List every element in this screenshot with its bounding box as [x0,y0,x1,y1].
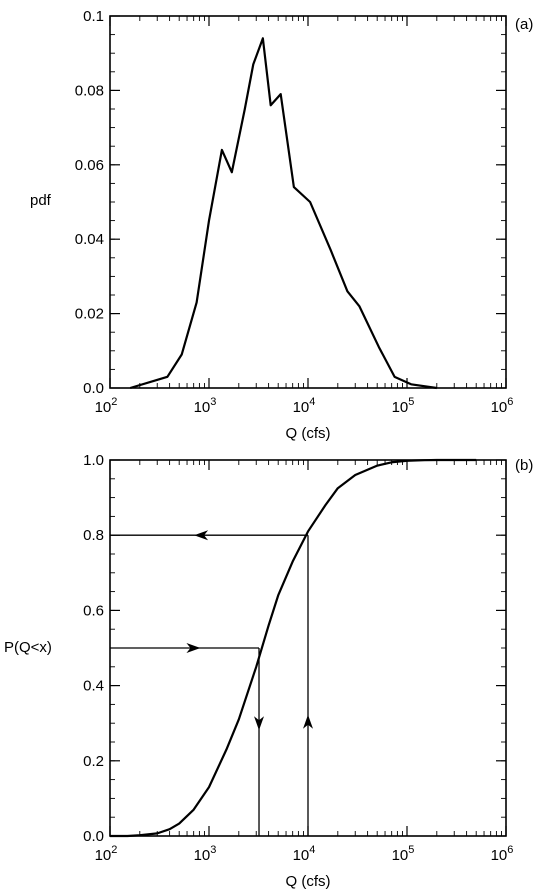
y-tick-label: 0.02 [75,306,104,323]
panel-a-y-axis-label: pdf [30,192,52,209]
panel-a-frame [109,15,507,389]
x-tick-label: 106 [491,844,514,864]
lookup-arrow-right [186,643,201,653]
y-tick-label: 0.04 [75,231,104,248]
y-tick-label: 0.6 [83,602,104,619]
y-tick-label: 0.06 [75,157,104,174]
panel-b-series-line [110,458,477,838]
x-tick-label: 102 [95,844,118,864]
y-tick-label: 0.2 [83,753,104,770]
y-tick-label: 1.0 [83,452,104,469]
y-tick-label: 0.08 [75,82,104,99]
panel-a-x-axis-label: Q (cfs) [286,425,331,442]
panel-b-x-axis-label: Q (cfs) [286,873,331,890]
y-tick-label: 0.0 [83,380,104,397]
x-tick-label: 104 [293,844,316,864]
x-tick-label: 105 [392,396,415,416]
panel-a-label: (a) [515,16,533,33]
y-tick-label: 0.1 [83,8,104,25]
x-tick-label: 106 [491,396,514,416]
x-tick-label: 103 [194,844,217,864]
y-tick-label: 0.4 [83,678,104,695]
y-tick-label: 0.0 [83,828,104,845]
cdf-chart-panel: (b) P(Q<x) Q (cfs) 0.0 0.2 0.4 0.6 0.8 1.0 102… [4,452,533,890]
lookup-arrow-down [254,716,265,731]
pdf-chart-panel: (a) pdf Q (cfs) 0.0 0.02 0.04 0.06 0.08 0.1 10… [30,8,533,442]
panel-b-y-axis-label: P(Q<x) [4,639,52,656]
lookup-arrow-up [303,714,313,729]
x-tick-label: 105 [392,844,415,864]
x-tick-label: 103 [194,396,217,416]
y-tick-label: 0.8 [83,527,104,544]
panel-a-series-line [129,37,437,390]
x-tick-label: 102 [95,396,118,416]
x-tick-label: 104 [293,396,316,416]
panel-b-label: (b) [515,457,533,474]
lookup-arrow-left [194,530,209,541]
